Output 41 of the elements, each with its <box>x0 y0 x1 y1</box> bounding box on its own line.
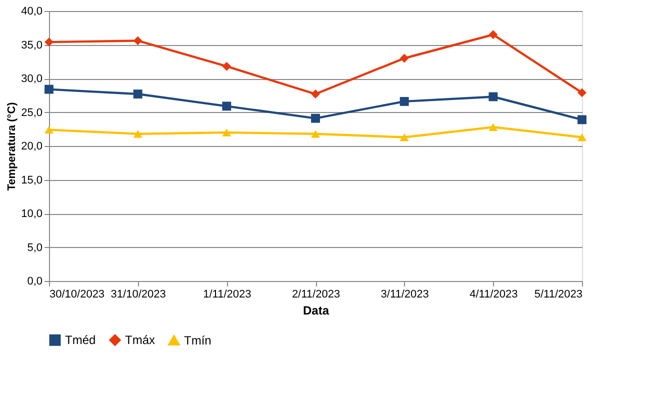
y-tick-label: 25,0 <box>21 106 42 119</box>
x-tick-label: 30/10/2023 <box>50 288 105 300</box>
point <box>133 90 142 98</box>
x-tick-label: 1/11/2023 <box>203 288 252 300</box>
point <box>44 126 54 134</box>
y-tick-label: 35,0 <box>21 39 42 52</box>
point <box>400 96 409 106</box>
point <box>133 130 142 138</box>
point <box>222 62 232 71</box>
point <box>400 133 409 142</box>
point <box>133 36 142 46</box>
point <box>488 92 498 102</box>
point <box>488 30 498 40</box>
point <box>222 102 232 111</box>
point <box>311 130 320 138</box>
point <box>311 90 320 98</box>
y-tick-label: 5,0 <box>27 242 42 254</box>
y-axis-title: Temperatura (°C) <box>6 102 18 191</box>
point <box>44 84 54 94</box>
y-tick-label: 20,0 <box>21 140 42 152</box>
legend-label: Tmáx <box>125 333 155 348</box>
y-tick-label: 0,0 <box>27 276 42 288</box>
point <box>400 54 409 63</box>
point <box>578 133 586 142</box>
y-tick-label: 15,0 <box>21 174 42 186</box>
point <box>578 88 586 98</box>
point <box>222 128 232 136</box>
legend-label: Tmín <box>184 333 212 348</box>
point <box>578 115 586 124</box>
y-tick-label: 30,0 <box>21 73 42 85</box>
x-tick-label: 2/11/2023 <box>292 288 340 300</box>
legend-label: Tméd <box>65 333 96 348</box>
point <box>488 123 498 131</box>
x-tick-label: 4/11/2023 <box>470 288 518 300</box>
point <box>311 114 320 123</box>
y-tick-label: 10,0 <box>21 208 42 220</box>
x-axis-title: Data <box>302 304 330 318</box>
x-tick-label: 3/11/2023 <box>380 288 429 300</box>
y-tick-label: 40,0 <box>21 6 42 18</box>
x-tick-label: 5/11/2023 <box>534 288 582 300</box>
x-tick-label: 31/10/2023 <box>110 288 166 300</box>
